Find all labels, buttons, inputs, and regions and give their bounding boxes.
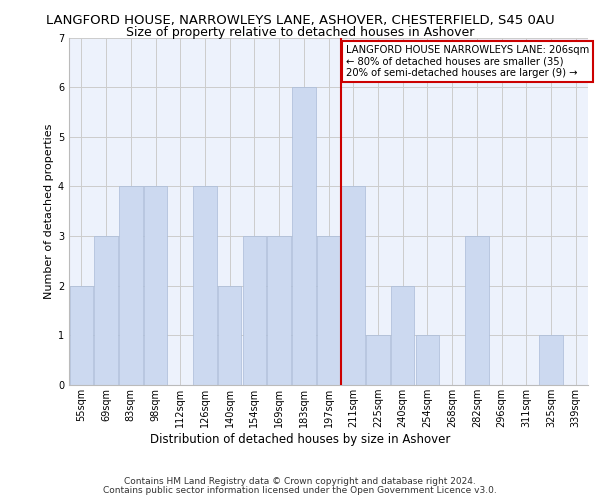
Bar <box>119 186 143 385</box>
Text: LANGFORD HOUSE NARROWLEYS LANE: 206sqm
← 80% of detached houses are smaller (35): LANGFORD HOUSE NARROWLEYS LANE: 206sqm ←… <box>346 45 589 78</box>
Text: Contains public sector information licensed under the Open Government Licence v3: Contains public sector information licen… <box>103 486 497 495</box>
Bar <box>539 336 563 385</box>
Bar <box>391 286 415 385</box>
Bar <box>268 236 291 385</box>
Bar <box>341 186 365 385</box>
Bar <box>242 236 266 385</box>
Text: Contains HM Land Registry data © Crown copyright and database right 2024.: Contains HM Land Registry data © Crown c… <box>124 477 476 486</box>
Y-axis label: Number of detached properties: Number of detached properties <box>44 124 54 299</box>
Bar <box>144 186 167 385</box>
Bar <box>218 286 241 385</box>
Bar <box>465 236 488 385</box>
Bar <box>94 236 118 385</box>
Bar <box>366 336 389 385</box>
Bar <box>70 286 93 385</box>
Bar <box>193 186 217 385</box>
Text: LANGFORD HOUSE, NARROWLEYS LANE, ASHOVER, CHESTERFIELD, S45 0AU: LANGFORD HOUSE, NARROWLEYS LANE, ASHOVER… <box>46 14 554 27</box>
Text: Distribution of detached houses by size in Ashover: Distribution of detached houses by size … <box>150 433 450 446</box>
Bar <box>292 87 316 385</box>
Bar <box>416 336 439 385</box>
Bar <box>317 236 340 385</box>
Text: Size of property relative to detached houses in Ashover: Size of property relative to detached ho… <box>126 26 474 39</box>
